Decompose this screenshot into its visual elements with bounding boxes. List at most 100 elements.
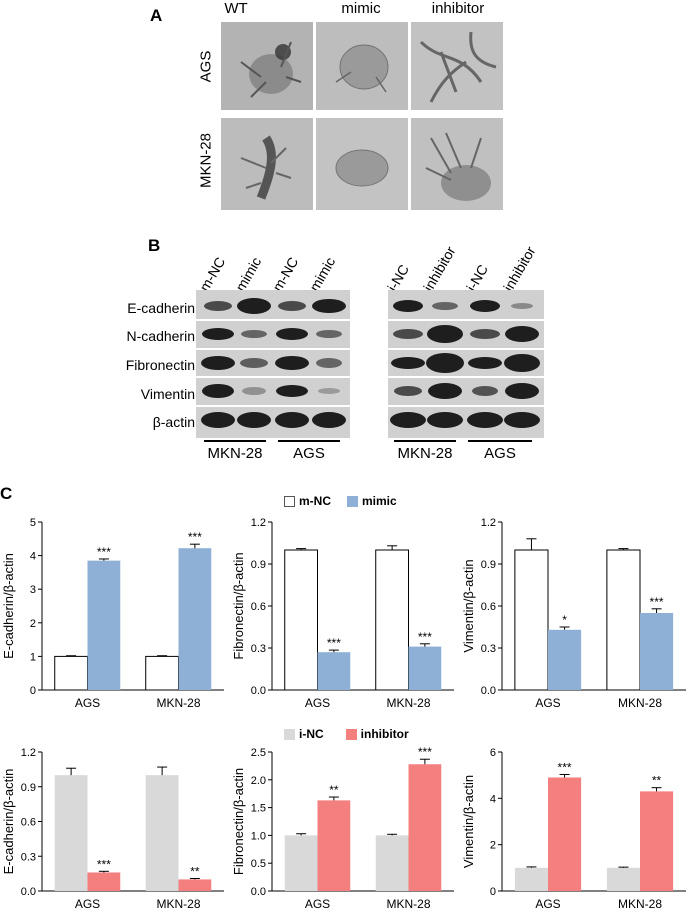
y-tick-label-1: 0.5 bbox=[251, 858, 266, 870]
row-label-mkn28: MKN-28 bbox=[197, 133, 215, 189]
y-tick-label-4: 1.2 bbox=[21, 747, 36, 759]
legend-label-mimic: mimic bbox=[362, 494, 397, 508]
column-label-inhibitor: inhibitor bbox=[431, 0, 485, 17]
micrograph-mkn28-mimic bbox=[316, 118, 408, 210]
bar-mimic-AGS bbox=[548, 629, 582, 690]
protein-label-beta-actin: β-actin bbox=[152, 414, 195, 430]
group-label-left-ags: AGS bbox=[293, 445, 325, 462]
column-label-wt: WT bbox=[224, 0, 248, 17]
chart-fibronectin-inhibitor: 0.0 0.5 1.0 1.5 2.0 2.5 Fibronectin/β-actin ** A… bbox=[231, 745, 454, 911]
y-tick-label-2: 0.6 bbox=[251, 601, 266, 613]
group-line-right-mkn28 bbox=[394, 440, 456, 442]
legend-label-inhibitor: inhibitor bbox=[360, 727, 409, 741]
protein-label-vimentin: Vimentin bbox=[140, 386, 195, 402]
protein-label-fibronectin: Fibronectin bbox=[125, 357, 195, 373]
chart-vimentin-mimic: 0.0 0.3 0.6 0.9 1.2 Vimentin/β-actin * AGS *** MK… bbox=[461, 517, 686, 710]
y-tick-label-0: 0.0 bbox=[251, 685, 266, 697]
significance-AGS: *** bbox=[558, 760, 572, 774]
micrograph-mkn28-inhibitor bbox=[411, 118, 503, 210]
significance-MKN-28: ** bbox=[652, 774, 662, 788]
chart-ecadherin-mimic: 0 1 2 3 4 5 E-cadherin/β-actin *** AGS *** MKN-28 bbox=[1, 517, 224, 710]
y-axis-label: E-cadherin/β-actin bbox=[1, 553, 16, 659]
y-tick-label-0: 0.0 bbox=[251, 886, 266, 898]
bar-inhibitor-AGS bbox=[548, 777, 582, 891]
bar-mimic-MKN-28 bbox=[178, 548, 212, 690]
row-label-ags: AGS bbox=[197, 50, 215, 83]
group-label-left-mkn28: MKN-28 bbox=[207, 445, 263, 462]
bar-i-NC-MKN-28 bbox=[145, 775, 179, 891]
y-tick-label-2: 2 bbox=[30, 618, 36, 630]
bar-inhibitor-MKN-28 bbox=[640, 791, 674, 891]
micrograph-ags-wt bbox=[221, 22, 313, 110]
y-tick-label-2: 0.6 bbox=[481, 601, 496, 613]
legend-top: m-NC mimic bbox=[284, 494, 397, 508]
group-label-right-mkn28: MKN-28 bbox=[397, 445, 453, 462]
bar-i-NC-MKN-28 bbox=[375, 835, 409, 891]
significance-MKN-28: *** bbox=[188, 530, 202, 544]
y-tick-label-4: 2.0 bbox=[251, 775, 266, 787]
micrograph-ags-mimic bbox=[316, 22, 408, 110]
panel-c-letter: C bbox=[0, 484, 13, 503]
y-tick-label-3: 0.9 bbox=[481, 559, 496, 571]
panel-b-letter: B bbox=[148, 236, 161, 255]
column-label-mimic: mimic bbox=[341, 0, 381, 17]
legend-swatch-inhibitor bbox=[345, 728, 357, 740]
y-tick-label-3: 0.9 bbox=[251, 559, 266, 571]
significance-MKN-28: *** bbox=[418, 745, 432, 759]
y-tick-label-3: 0.9 bbox=[21, 782, 36, 794]
group-label-right-ags: AGS bbox=[484, 445, 516, 462]
chart-vimentin-inhibitor: 0 2 4 6 Vimentin/β-actin *** AGS ** MKN-28 bbox=[461, 747, 686, 911]
legend-label-m-nc: m-NC bbox=[299, 494, 331, 508]
bar-m-NC-MKN-28 bbox=[606, 549, 641, 691]
y-tick-label-4: 4 bbox=[30, 551, 36, 563]
category-label-1: MKN-28 bbox=[156, 696, 200, 710]
y-tick-label-1: 0.3 bbox=[251, 643, 266, 655]
y-axis-label: Fibronectin/β-actin bbox=[231, 768, 246, 875]
western-blot-right bbox=[388, 290, 544, 438]
lane-label-m-nc-1: m-NC bbox=[196, 254, 229, 294]
bar-inhibitor-AGS bbox=[317, 800, 351, 891]
chart-fibronectin-mimic: 0.0 0.3 0.6 0.9 1.2 Fibronectin/β-actin *** AGS… bbox=[231, 517, 454, 710]
y-tick-label-1: 0.3 bbox=[21, 851, 36, 863]
y-tick-label-3: 3 bbox=[30, 584, 36, 596]
y-tick-label-2: 4 bbox=[490, 793, 496, 805]
y-axis-label: Vimentin/β-actin bbox=[461, 775, 476, 868]
bar-m-NC-MKN-28 bbox=[145, 655, 180, 691]
y-tick-label-2: 0.6 bbox=[21, 817, 36, 829]
lane-label-inhibitor-2: inhibitor bbox=[500, 243, 539, 294]
bar-i-NC-AGS bbox=[54, 775, 88, 891]
y-tick-label-1: 2 bbox=[490, 840, 496, 852]
y-tick-label-0: 0 bbox=[490, 886, 496, 898]
category-label-1: MKN-28 bbox=[618, 897, 662, 911]
y-tick-label-0: 0.0 bbox=[21, 886, 36, 898]
protein-label-e-cadherin: E-cadherin bbox=[127, 300, 195, 316]
group-line-left-ags bbox=[278, 440, 340, 442]
y-tick-label-1: 0.3 bbox=[481, 643, 496, 655]
y-axis-label: Fibronectin/β-actin bbox=[231, 552, 246, 659]
category-label-0: AGS bbox=[75, 897, 100, 911]
y-tick-label-1: 1 bbox=[30, 651, 36, 663]
legend-swatch-mimic bbox=[347, 495, 358, 507]
significance-AGS: * bbox=[562, 613, 567, 627]
panel-a-letter: A bbox=[150, 6, 163, 25]
category-label-0: AGS bbox=[305, 696, 330, 710]
bar-i-NC-MKN-28 bbox=[606, 867, 640, 891]
y-tick-label-0: 0 bbox=[30, 685, 36, 697]
micrograph-mkn28-wt bbox=[221, 118, 313, 210]
significance-AGS: *** bbox=[97, 545, 111, 559]
significance-AGS: *** bbox=[97, 857, 111, 871]
y-tick-label-4: 1.2 bbox=[251, 517, 266, 529]
category-label-0: AGS bbox=[535, 696, 560, 710]
y-axis-label: Vimentin/β-actin bbox=[461, 559, 476, 652]
bar-mimic-AGS bbox=[87, 560, 121, 690]
micrograph-ags-inhibitor bbox=[411, 22, 503, 110]
y-tick-label-2: 1.0 bbox=[251, 830, 266, 842]
bar-inhibitor-MKN-28 bbox=[178, 879, 212, 891]
y-tick-label-5: 5 bbox=[30, 517, 36, 529]
bar-mimic-MKN-28 bbox=[408, 646, 442, 690]
y-tick-label-3: 6 bbox=[490, 747, 496, 759]
y-tick-label-5: 2.5 bbox=[251, 747, 266, 759]
legend-swatch-i-nc bbox=[284, 728, 295, 740]
western-blot-left bbox=[196, 290, 350, 438]
significance-AGS: *** bbox=[327, 636, 341, 650]
